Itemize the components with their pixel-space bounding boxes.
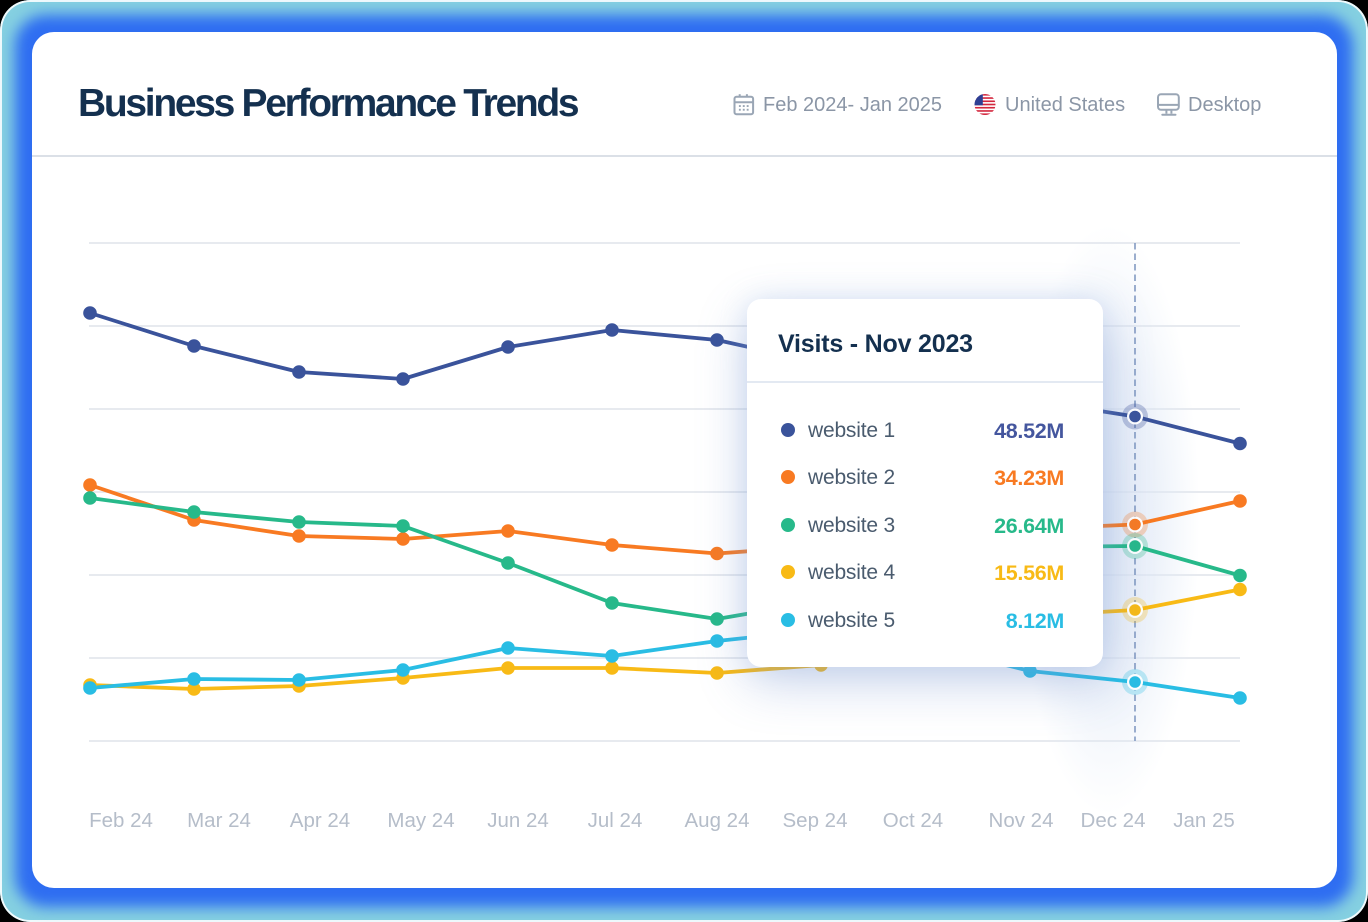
svg-text:Aug 24: Aug 24 [685, 809, 750, 832]
svg-text:Jun 24: Jun 24 [487, 809, 549, 832]
svg-text:Apr 24: Apr 24 [290, 809, 350, 832]
svg-text:May 24: May 24 [387, 809, 454, 832]
svg-text:Nov 24: Nov 24 [989, 809, 1054, 832]
svg-text:Sep 24: Sep 24 [783, 809, 848, 832]
svg-text:Oct 24: Oct 24 [883, 809, 943, 832]
svg-text:Dec 24: Dec 24 [1081, 809, 1146, 832]
svg-text:Jan 25: Jan 25 [1173, 809, 1235, 832]
svg-text:Mar 24: Mar 24 [187, 809, 251, 832]
svg-text:Jul 24: Jul 24 [588, 809, 643, 832]
svg-text:Feb 24: Feb 24 [89, 809, 153, 832]
